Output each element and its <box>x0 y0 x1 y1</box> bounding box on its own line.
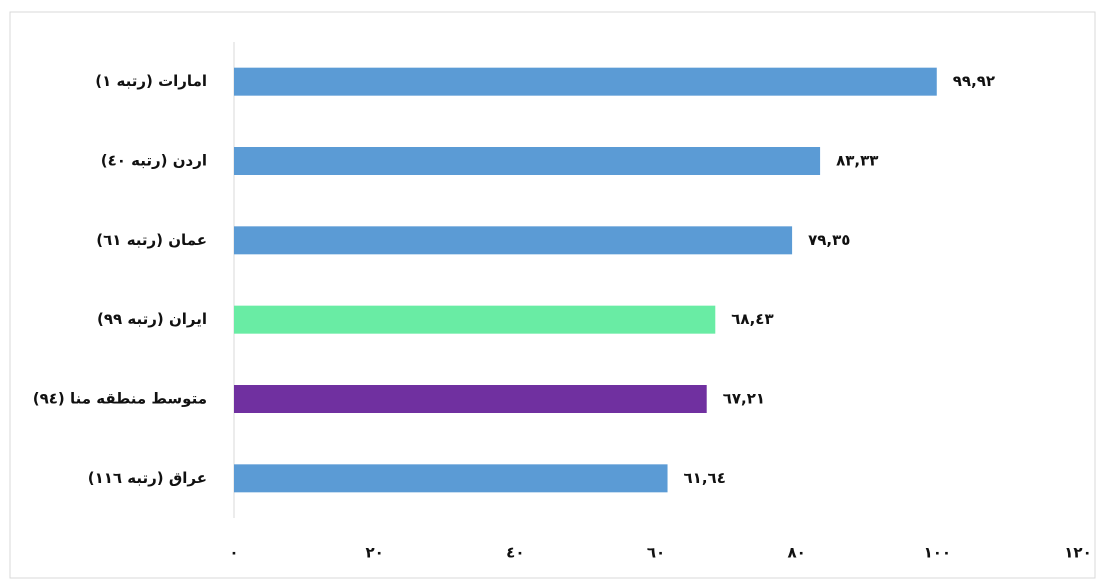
value-label: ٦٧,٢١ <box>723 390 765 408</box>
value-label: ٧٩,٣٥ <box>808 231 850 249</box>
bar <box>234 67 937 96</box>
x-tick-label: ١٢٠ <box>1064 544 1091 562</box>
value-label: ٦١,٦٤ <box>684 469 726 487</box>
x-tick-label: ٠ <box>229 544 238 562</box>
bar <box>234 385 707 413</box>
x-tick-label: ٤٠ <box>506 544 524 562</box>
bar <box>234 464 668 493</box>
y-tick-label: ایران (رتبه ٩٩) <box>97 310 207 328</box>
y-tick-label: اردن (رتبه ٤٠) <box>101 152 207 170</box>
bar <box>234 226 793 255</box>
chart-border <box>9 11 1096 579</box>
y-tick-label: عراق (رتبه ١١٦) <box>88 469 207 487</box>
y-tick-label: متوسط منطقه منا (٩٤) <box>33 390 207 408</box>
x-tick-label: ٨٠ <box>788 544 806 562</box>
bar <box>234 147 821 175</box>
value-label: ٨٣,٣٣ <box>836 152 878 170</box>
y-tick-label: امارات (رتبه ١) <box>95 72 207 90</box>
y-tick-label: عمان (رتبه ٦١) <box>96 231 207 249</box>
value-label: ٦٨,٤٣ <box>731 310 773 328</box>
x-tick-label: ١٠٠ <box>924 544 951 562</box>
x-tick-label: ٢٠ <box>366 544 384 562</box>
bar <box>234 305 716 334</box>
x-tick-label: ٦٠ <box>647 544 665 562</box>
value-label: ٩٩,٩٢ <box>953 72 995 90</box>
